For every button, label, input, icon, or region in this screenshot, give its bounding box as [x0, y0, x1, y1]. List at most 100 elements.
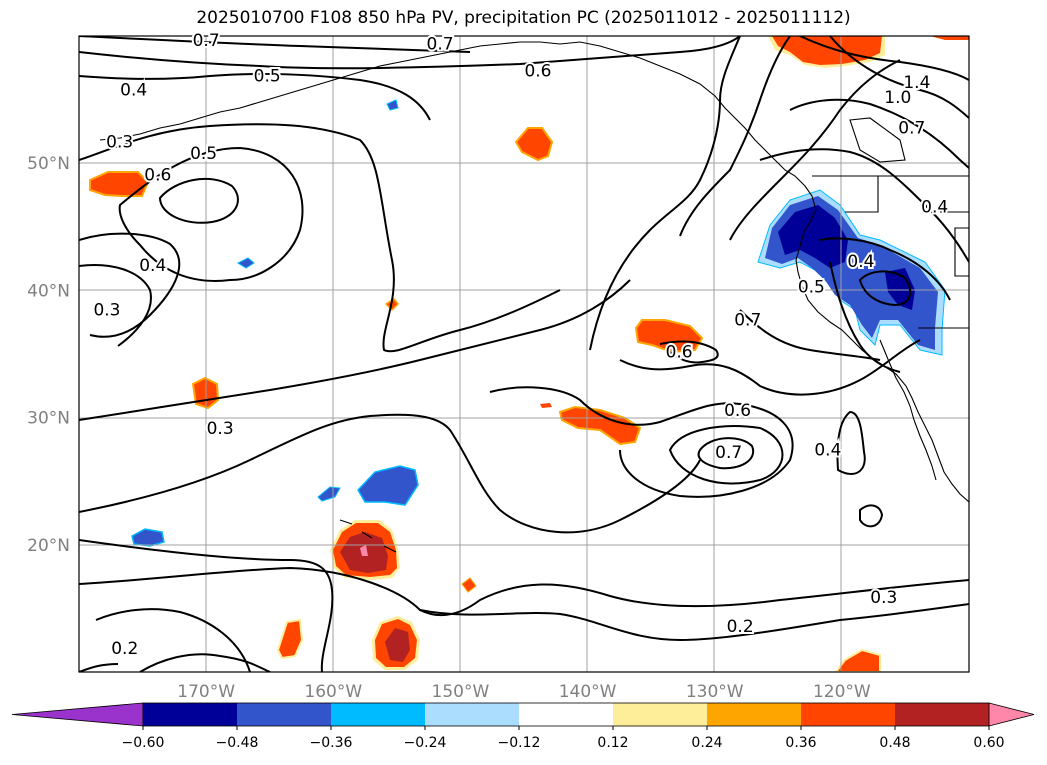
pv-contour	[79, 539, 334, 672]
contour-label: 0.4	[120, 80, 147, 100]
contour-label: 1.0	[884, 88, 911, 108]
precip-positive-area	[385, 628, 410, 662]
contour-label: 0.7	[193, 31, 220, 51]
precip-negative-area	[317, 486, 341, 502]
colorbar-frame	[142, 702, 990, 727]
contour-label: 0.3	[870, 588, 897, 608]
precip-negative-area	[778, 205, 848, 268]
pv-contour	[799, 36, 969, 81]
longitude-tick-label: 130°W	[686, 682, 744, 702]
precip-positive-area	[461, 577, 477, 593]
precip-positive-area	[360, 545, 368, 556]
precip-positive-area	[834, 648, 881, 672]
colorbar-extend-low	[11, 702, 144, 727]
longitude-tick-label: 140°W	[559, 682, 617, 702]
pv-contour	[789, 98, 969, 169]
colorbar-tick-label: −0.24	[404, 735, 447, 751]
latitude-tick-label: 40°N	[27, 281, 70, 301]
contour-label: 0.7	[427, 35, 454, 55]
colorbar-tick-label: 0.36	[785, 735, 816, 751]
pv-contour	[589, 36, 741, 351]
precip-positive-area	[930, 36, 969, 40]
border-lines	[845, 176, 969, 329]
pv-contour	[79, 36, 741, 70]
contour-label: 0.2	[727, 617, 754, 637]
pv-contour	[659, 340, 719, 364]
pv-contour	[697, 437, 755, 470]
latitude-labels: 20°N 30°N 40°N 50°N	[27, 154, 70, 556]
contour-label: 0.6	[144, 166, 171, 186]
contour-label: 0.3	[106, 133, 133, 153]
pv-contour	[79, 413, 701, 534]
colorbar-segment	[237, 703, 332, 726]
colorbar-tick-label: 0.48	[879, 735, 910, 751]
coastline-hawaii	[339, 519, 397, 553]
precip-positive-area	[540, 403, 552, 408]
pv-contour	[739, 309, 881, 361]
pv-contour	[759, 148, 969, 263]
pv-contour	[79, 279, 631, 421]
pv-contour	[679, 36, 791, 237]
pv-contour	[79, 663, 119, 672]
pv-contours	[79, 36, 969, 672]
contour-label: 0.7	[715, 443, 742, 463]
longitude-labels: 170°W 160°W 150°W 140°W 130°W 120°W	[177, 682, 871, 702]
colorbar-segment	[331, 703, 426, 726]
precip-positive-area	[89, 171, 150, 197]
colorbar-tick-label: 0.24	[691, 735, 722, 751]
precip-negative-area	[386, 99, 399, 111]
contour-label: 0.5	[798, 278, 825, 298]
island-hudson-detail	[849, 117, 906, 163]
precip-positive-area	[276, 618, 304, 660]
map-gridlines	[79, 36, 969, 672]
colorbar-segment	[613, 703, 708, 726]
pv-contour	[419, 603, 969, 642]
colorbar-tick-label: −0.12	[498, 735, 541, 751]
pv-contour	[79, 123, 561, 353]
pv-contour	[158, 177, 239, 224]
contour-label: 0.4	[139, 256, 166, 276]
contour-label: 0.4	[921, 197, 948, 217]
pv-contour	[79, 264, 152, 347]
latitude-tick-label: 30°N	[27, 409, 70, 429]
colorbar: −0.60 −0.48 −0.36 −0.24 −0.12 0.12 0.24 0.36 0.4…	[11, 702, 1035, 751]
longitude-tick-label: 160°W	[304, 682, 362, 702]
contour-label: 0.6	[724, 401, 751, 421]
contour-label: 0.3	[207, 419, 234, 439]
contour-label: 0.6	[666, 342, 693, 362]
colorbar-tick-label: 0.12	[597, 735, 628, 751]
contour-label: 0.7	[734, 311, 761, 331]
colorbar-segment	[895, 703, 990, 726]
colorbar-tick-label: 0.60	[973, 735, 1004, 751]
pv-contour	[79, 36, 471, 53]
pv-contour	[829, 261, 901, 373]
contour-label: 0.4	[814, 440, 841, 460]
pv-contour	[859, 504, 884, 528]
colorbar-segment	[425, 703, 520, 726]
contour-label: 0.7	[898, 119, 925, 139]
contour-labels: 0.7 0.7 0.5 0.4 0.6 1.41.0 0.7 0.3 0.5 0.6 0.4 0.4 0…	[91, 29, 950, 661]
contour-label: 0.6	[524, 61, 551, 81]
pv-contour	[79, 72, 431, 121]
coastline-alaska	[99, 41, 817, 211]
colorbar-segment	[801, 703, 896, 726]
colorbar-tick-label: −0.48	[216, 735, 259, 751]
contour-label: 1.4	[903, 73, 930, 93]
pv-contour	[79, 232, 181, 338]
precip-negative-area	[131, 528, 165, 547]
contour-label: 0.2	[111, 639, 138, 659]
contour-label: 0.3	[93, 300, 120, 320]
precip-positive-area	[772, 36, 882, 65]
pv-contour	[619, 339, 921, 396]
pv-contour	[139, 653, 271, 672]
map-frame	[78, 35, 970, 673]
pv-contour	[858, 270, 912, 307]
pv-contour	[118, 146, 304, 282]
contour-label: 0.4	[847, 252, 874, 272]
pv-contour	[819, 237, 951, 301]
colorbar-segment	[519, 703, 614, 726]
precip-negative-area	[357, 465, 419, 506]
contour-label: 0.5	[254, 66, 281, 86]
colorbar-extend-high	[988, 702, 1035, 727]
